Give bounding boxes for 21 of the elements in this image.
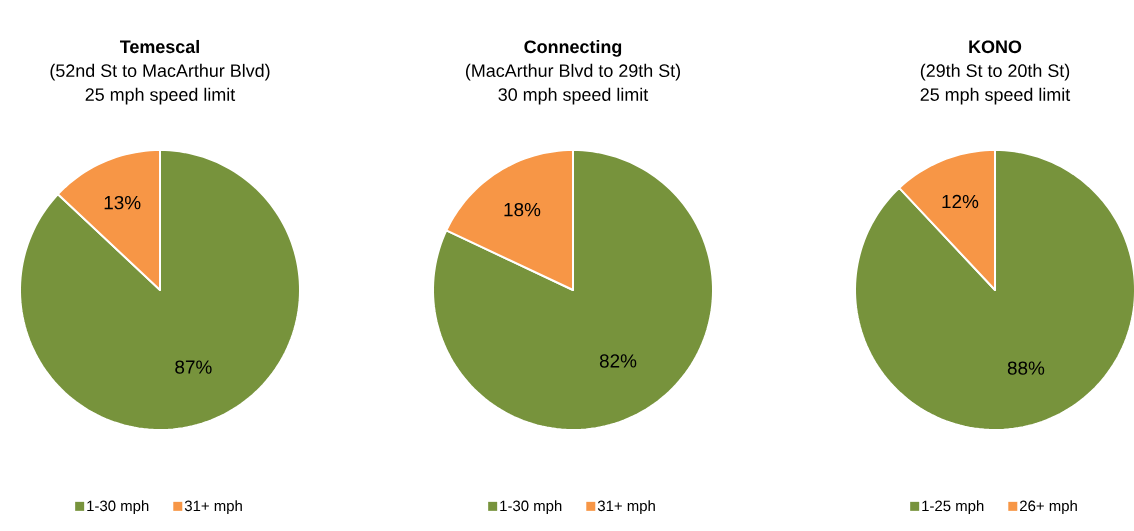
text: 25 mph speed limit bbox=[920, 87, 1071, 105]
text: 25 mph speed limit bbox=[85, 87, 236, 105]
legend-label: 1-30 mph bbox=[500, 500, 562, 515]
chart-title: Temescal bbox=[120, 39, 199, 54]
legend-label: 26+ mph bbox=[1020, 500, 1077, 515]
chart-title: Connecting bbox=[524, 39, 622, 57]
legend-label: 1-30 mph bbox=[87, 500, 149, 515]
chart-subtitle: (29th St to 20th St) bbox=[920, 63, 1070, 81]
text: 30 mph speed limit bbox=[498, 87, 649, 105]
chart-subtitle: (52nd St to MacArthur Blvd) bbox=[50, 63, 270, 81]
data-label: 18% bbox=[504, 202, 541, 217]
legend-label: 31+ mph bbox=[184, 500, 242, 515]
data-label: 12% bbox=[942, 194, 979, 209]
chart-subtitle: (MacArthur Blvd to 29th St) bbox=[465, 63, 681, 81]
legend-label: 31+ mph bbox=[597, 500, 655, 515]
data-label: 82% bbox=[599, 354, 637, 368]
data-label: 13% bbox=[104, 195, 141, 210]
data-label: 87% bbox=[175, 360, 212, 374]
chart-title: KONO bbox=[969, 40, 1022, 54]
legend-label: 1-25 mph bbox=[922, 500, 984, 515]
data-label: 88% bbox=[1007, 361, 1045, 375]
